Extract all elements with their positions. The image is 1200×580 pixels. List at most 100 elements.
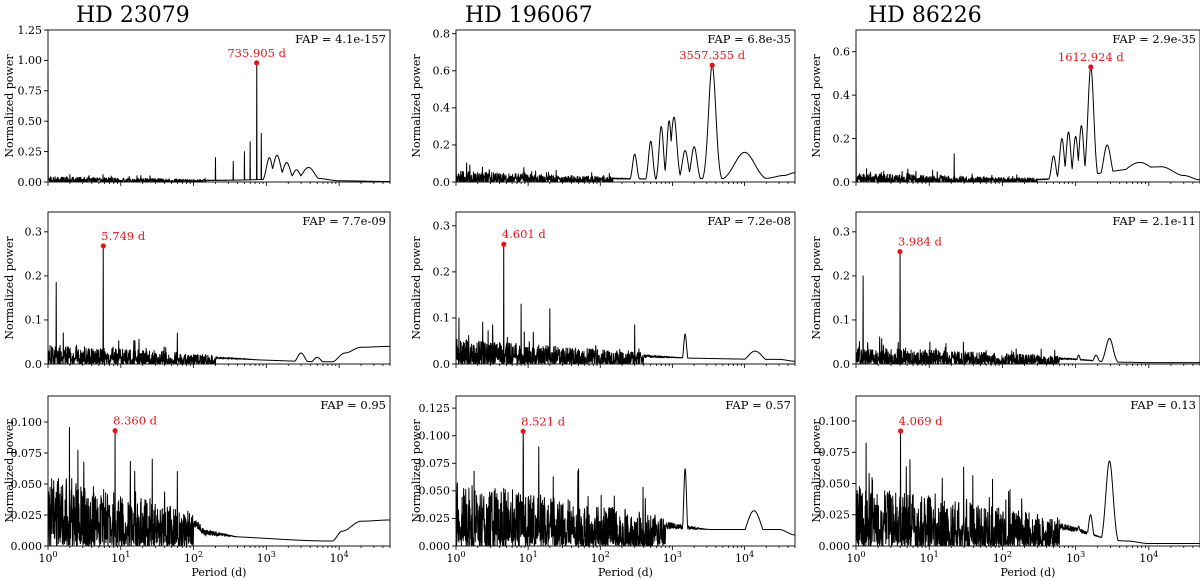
plot-frame-p12 xyxy=(855,211,1200,365)
periodogram-line-p21 xyxy=(455,430,796,547)
x-tick-label-p21-3: 103 xyxy=(663,550,682,565)
plot-frame-p21 xyxy=(455,395,796,547)
fap-label-p22: FAP = 0.13 xyxy=(1130,398,1196,412)
peak-marker-p10 xyxy=(100,243,106,249)
x-axis-label-p21: Period (d) xyxy=(598,566,653,579)
peak-label-p11: 4.601 d xyxy=(502,227,547,241)
y-tick-label-p01-0: 0.0 xyxy=(433,176,451,189)
periodogram-panel-p02: 0.0 0.2 0.4 0.6 Normalized power FAP = 2.9e-3… xyxy=(810,29,1200,189)
periodogram-line-p02 xyxy=(855,66,1200,183)
y-tick-label-p01-3: 0.6 xyxy=(433,65,451,78)
y-axis-label-p12: Normalized power xyxy=(810,236,823,340)
peak-marker-p01 xyxy=(709,62,715,68)
y-tick-label-p20-1: 0.025 xyxy=(11,509,43,522)
fap-label-p21: FAP = 0.57 xyxy=(725,398,791,412)
y-tick-label-p20-0: 0.000 xyxy=(11,540,43,553)
plot-frame-p00 xyxy=(47,29,391,183)
periodogram-line-p01 xyxy=(455,64,796,183)
peak-marker-p00 xyxy=(254,60,260,66)
periodogram-panel-p12: 0.0 0.1 0.2 0.3 Normalized power FAP = 2.1e-1… xyxy=(810,211,1200,371)
periodogram-panel-p22: 0.000 0.025 0.050 0.075 0.100 100 101 102 103 104… xyxy=(810,395,1200,579)
x-tick-label-p20-2: 102 xyxy=(184,550,203,565)
y-tick-label-p11-1: 0.1 xyxy=(433,312,451,325)
y-tick-label-p01-1: 0.2 xyxy=(433,139,451,152)
x-tick-label-p22-4: 104 xyxy=(1139,550,1158,565)
fap-label-p12: FAP = 2.1e-11 xyxy=(1112,214,1196,228)
y-axis-label-p01: Normalized power xyxy=(410,54,423,158)
plot-frame-p22 xyxy=(855,395,1200,547)
y-tick-label-p10-2: 0.2 xyxy=(25,270,43,283)
peak-marker-p11 xyxy=(501,241,507,247)
peak-label-p20: 8.360 d xyxy=(113,414,158,428)
y-tick-label-p01-4: 0.8 xyxy=(433,28,451,41)
y-tick-label-p21-2: 0.050 xyxy=(419,485,451,498)
fap-label-p10: FAP = 7.7e-09 xyxy=(302,214,386,228)
peak-label-p12: 3.984 d xyxy=(898,235,943,249)
y-axis-label-p11: Normalized power xyxy=(410,236,423,340)
y-tick-label-p00-0: 0.00 xyxy=(18,176,43,189)
panel-grid: 0.00 0.25 0.50 0.75 1.00 1.25 Normalized power… xyxy=(3,24,1200,579)
y-axis-label-p02: Normalized power xyxy=(810,54,823,158)
peak-marker-p21 xyxy=(520,428,526,434)
peak-label-p02: 1612.924 d xyxy=(1058,50,1125,64)
y-tick-label-p02-2: 0.4 xyxy=(833,89,851,102)
y-tick-label-p22-3: 0.075 xyxy=(819,446,851,459)
x-tick-label-p22-3: 103 xyxy=(1066,550,1085,565)
y-tick-label-p12-0: 0.0 xyxy=(833,358,851,371)
y-tick-label-p22-4: 0.100 xyxy=(819,415,851,428)
y-tick-label-p00-2: 0.50 xyxy=(18,115,43,128)
peak-marker-p20 xyxy=(112,428,118,434)
y-tick-label-p22-2: 0.050 xyxy=(819,477,851,490)
periodogram-panel-p01: 0.0 0.2 0.4 0.6 0.8 Normalized power FAP = 6.8… xyxy=(410,28,796,189)
plot-frame-p20 xyxy=(47,395,391,547)
periodogram-line-p11 xyxy=(455,243,796,365)
peak-label-p21: 8.521 d xyxy=(521,414,566,428)
x-tick-label-p21-4: 104 xyxy=(735,550,754,565)
y-axis-label-p00: Normalized power xyxy=(3,54,16,158)
peak-marker-p12 xyxy=(897,249,903,255)
y-tick-label-p21-5: 0.125 xyxy=(419,402,451,415)
peak-marker-p02 xyxy=(1088,64,1094,70)
fap-label-p01: FAP = 6.8e-35 xyxy=(707,32,791,46)
y-tick-label-p20-4: 0.100 xyxy=(11,416,43,429)
y-tick-label-p21-3: 0.075 xyxy=(419,457,451,470)
x-tick-label-p21-2: 102 xyxy=(591,550,610,565)
fap-label-p20: FAP = 0.95 xyxy=(320,398,386,412)
y-tick-label-p21-4: 0.100 xyxy=(419,430,451,443)
y-axis-label-p22: Normalized power xyxy=(810,419,823,523)
y-tick-label-p10-0: 0.0 xyxy=(25,358,43,371)
periodogram-panel-p11: 0.0 0.1 0.2 0.3 Normalized power FAP = 7.2e-0… xyxy=(410,211,796,371)
y-tick-label-p22-0: 0.000 xyxy=(819,540,851,553)
x-tick-label-p21-0: 100 xyxy=(446,550,465,565)
fap-label-p11: FAP = 7.2e-08 xyxy=(707,214,791,228)
y-tick-label-p10-1: 0.1 xyxy=(25,314,43,327)
periodogram-panel-p20: 0.000 0.025 0.050 0.075 0.100 100 101 102 103 104… xyxy=(3,395,391,579)
x-tick-label-p20-1: 101 xyxy=(111,550,130,565)
y-tick-label-p12-2: 0.2 xyxy=(833,270,851,283)
x-axis-label-p20: Period (d) xyxy=(192,566,247,579)
y-tick-label-p12-1: 0.1 xyxy=(833,314,851,327)
column-title-hd86226: HD 86226 xyxy=(868,3,982,28)
x-tick-label-p22-2: 102 xyxy=(993,550,1012,565)
y-axis-label-p20: Normalized power xyxy=(3,419,16,523)
y-tick-label-p20-3: 0.075 xyxy=(11,447,43,460)
y-tick-label-p02-0: 0.0 xyxy=(833,176,851,189)
periodogram-line-p20 xyxy=(47,427,391,547)
periodogram-panel-p00: 0.00 0.25 0.50 0.75 1.00 1.25 Normalized power… xyxy=(3,24,391,189)
plot-frame-p02 xyxy=(855,29,1200,183)
y-tick-label-p21-0: 0.000 xyxy=(419,540,451,553)
y-tick-label-p00-3: 0.75 xyxy=(18,85,43,98)
y-tick-label-p21-1: 0.025 xyxy=(419,512,451,525)
column-title-hd23079: HD 23079 xyxy=(76,3,190,28)
peak-label-p22: 4.069 d xyxy=(899,414,944,428)
x-tick-label-p21-1: 101 xyxy=(519,550,538,565)
y-tick-label-p20-2: 0.050 xyxy=(11,478,43,491)
y-axis-label-p21: Normalized power xyxy=(410,419,423,523)
periodogram-line-p12 xyxy=(855,251,1200,365)
peak-label-p10: 5.749 d xyxy=(101,229,146,243)
y-tick-label-p01-2: 0.4 xyxy=(433,102,451,115)
plot-frame-p01 xyxy=(455,29,796,183)
peak-label-p00: 735.905 d xyxy=(227,46,286,60)
y-tick-label-p11-3: 0.3 xyxy=(433,220,451,233)
periodogram-panel-p10: 0.0 0.1 0.2 0.3 Normalized power FAP = 7.7e-0… xyxy=(3,211,391,371)
